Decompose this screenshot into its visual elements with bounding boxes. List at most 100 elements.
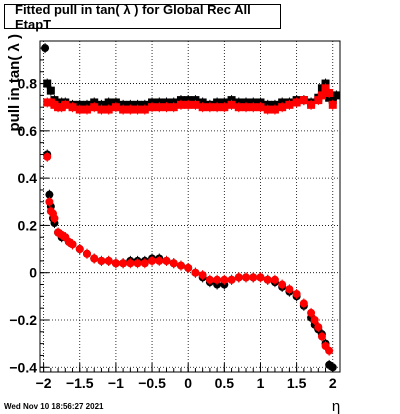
y-tick-label: 0.2 [18, 217, 38, 233]
data-point [299, 299, 308, 308]
data-marks [41, 43, 341, 373]
data-point [45, 197, 54, 206]
data-point [328, 363, 337, 372]
x-tick-label: 0 [184, 375, 192, 391]
data-point [198, 271, 207, 280]
data-point [321, 84, 330, 93]
data-point [285, 285, 294, 294]
x-tick-label: −1 [108, 375, 124, 391]
data-point [198, 103, 207, 112]
data-point [278, 280, 287, 289]
data-point [263, 105, 272, 114]
data-point [299, 96, 308, 105]
data-point [220, 275, 229, 284]
data-point [97, 105, 106, 114]
series-2 [43, 83, 337, 115]
data-point [314, 323, 323, 332]
data-point [242, 103, 251, 112]
data-point [307, 308, 316, 317]
data-point [104, 105, 113, 114]
data-point [176, 100, 185, 109]
x-tick-label: −2 [36, 375, 52, 391]
data-point [50, 214, 59, 223]
x-tick-label: 0.5 [215, 375, 235, 391]
data-point [119, 105, 128, 114]
data-point [61, 100, 70, 109]
series-4 [43, 151, 334, 356]
data-point [292, 289, 301, 298]
data-point [184, 100, 193, 109]
data-point [191, 100, 200, 109]
data-point [82, 105, 91, 114]
data-point [256, 103, 265, 112]
data-point [325, 346, 334, 355]
data-point [278, 103, 287, 112]
data-point [249, 273, 258, 282]
chart-title: Fitted pull in tan( λ ) for Global Rec A… [4, 2, 281, 32]
data-point [97, 256, 106, 265]
data-point [332, 91, 341, 100]
data-point [126, 259, 135, 268]
y-tick-label: −0.2 [9, 312, 37, 328]
data-point [68, 103, 77, 112]
data-point [292, 98, 301, 107]
x-tick-label: 1.5 [287, 375, 307, 391]
data-point [148, 256, 157, 265]
timestamp: Wed Nov 10 18:56:27 2021 [4, 402, 104, 411]
data-point [328, 100, 337, 109]
data-point [148, 103, 157, 112]
x-tick-label: 2 [329, 375, 337, 391]
data-point [133, 105, 142, 114]
data-point [43, 79, 52, 88]
data-point [155, 103, 164, 112]
y-tick-label: 0.6 [18, 123, 38, 139]
data-point [205, 103, 214, 112]
data-point [169, 259, 178, 268]
data-point [46, 86, 55, 95]
data-point [140, 259, 149, 268]
y-axis-label: pull in tan( λ ) [6, 34, 23, 132]
data-point [213, 103, 222, 112]
data-point [213, 275, 222, 284]
data-point [119, 259, 128, 268]
data-point [169, 103, 178, 112]
data-point [111, 103, 120, 112]
data-point [155, 256, 164, 265]
data-point [126, 105, 135, 114]
data-point [242, 273, 251, 282]
data-point [234, 103, 243, 112]
series-3 [41, 43, 337, 373]
data-point [104, 98, 113, 107]
data-point [317, 332, 326, 341]
data-point [184, 263, 193, 272]
data-point [234, 273, 243, 282]
data-point [68, 240, 77, 249]
data-point [205, 275, 214, 284]
data-point [90, 254, 99, 263]
data-point [176, 261, 185, 270]
data-point [45, 190, 54, 199]
data-point [310, 315, 319, 324]
data-point [140, 105, 149, 114]
data-point [249, 103, 258, 112]
data-point [191, 268, 200, 277]
data-point [314, 96, 323, 105]
data-point [111, 259, 120, 268]
data-point [227, 275, 236, 284]
data-point [41, 44, 50, 53]
data-point [270, 275, 279, 284]
x-tick-label: −0.5 [138, 375, 166, 391]
x-tick-label: −1.5 [66, 375, 94, 391]
data-point [75, 245, 84, 254]
data-point [82, 249, 91, 258]
data-point [104, 256, 113, 265]
y-tick-label: 0 [29, 265, 37, 281]
data-point [256, 273, 265, 282]
y-tick-label: 0.4 [18, 170, 38, 186]
data-point [162, 256, 171, 265]
data-point [227, 100, 236, 109]
data-point [162, 103, 171, 112]
data-point [43, 152, 52, 161]
data-point [133, 259, 142, 268]
